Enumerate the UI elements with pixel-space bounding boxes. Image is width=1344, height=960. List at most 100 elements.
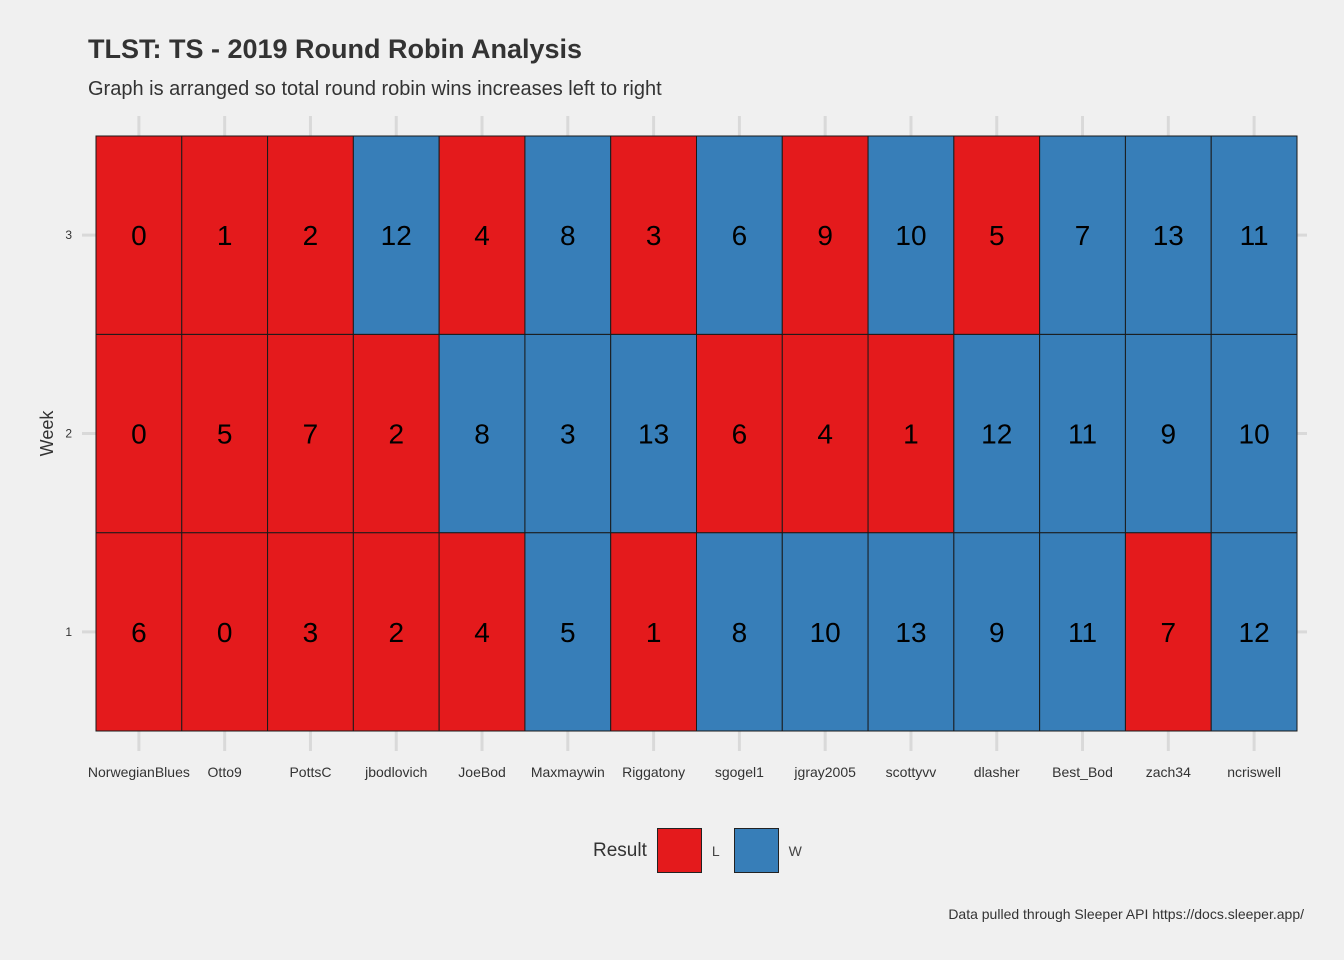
tile-value-label: 0 (131, 220, 147, 251)
tile-value-label: 12 (1239, 617, 1270, 648)
chart-caption: Data pulled through Sleeper API https://… (948, 906, 1304, 922)
heatmap-tile (95, 333, 183, 534)
tile-value-label: 10 (1239, 419, 1270, 450)
heatmap-tile (95, 135, 183, 335)
tile-value-label: 3 (303, 617, 319, 648)
x-tick-label: PottsC (289, 764, 331, 780)
tile-value-label: 9 (817, 220, 833, 251)
legend-label-loss: L (711, 842, 720, 859)
heatmap-tile (781, 333, 869, 534)
tile-value-label: 8 (560, 220, 576, 251)
tile-value-label: 4 (474, 220, 490, 251)
x-tick-label: sgogel1 (715, 764, 764, 780)
tile-value-label: 7 (303, 419, 319, 450)
tile-value-label: 6 (732, 419, 748, 450)
heatmap-tile (181, 333, 269, 534)
heatmap-tile (352, 333, 440, 534)
chart-title: TLST: TS - 2019 Round Robin Analysis (88, 34, 583, 64)
legend-title: Result (593, 839, 647, 861)
tile-value-label: 5 (217, 419, 233, 450)
tile-value-label: 1 (903, 419, 919, 450)
tile-value-label: 1 (646, 617, 662, 648)
tile-value-label: 4 (474, 617, 490, 648)
x-tick-label: Maxmaywin (531, 764, 605, 780)
heatmap-tile (1039, 532, 1126, 732)
heatmap-tile (781, 135, 869, 335)
heatmap-tile (610, 532, 698, 732)
heatmap-tile (267, 135, 354, 335)
heatmap-tile (696, 135, 783, 335)
x-tick-label: dlasher (974, 764, 1020, 780)
heatmap-tile (1210, 333, 1298, 534)
tile-value-label: 2 (388, 617, 404, 648)
legend-swatch-loss (656, 828, 702, 873)
heatmap-tile (867, 532, 955, 732)
x-tick-label: NorwegianBlues (88, 764, 190, 780)
heatmap-tile (867, 333, 955, 534)
heatmap-tile (524, 135, 612, 335)
y-tick-label: 1 (65, 625, 72, 639)
tile-value-label: 7 (1075, 220, 1091, 251)
heatmap-tile (867, 135, 955, 335)
x-tick-label: Best_Bod (1052, 764, 1113, 780)
legend-item-win: W (733, 828, 802, 873)
heatmap-tile (953, 532, 1041, 732)
heatmap-tile (610, 135, 698, 335)
tile-value-label: 8 (732, 617, 748, 648)
x-tick-label: JoeBod (458, 764, 505, 780)
heatmap-tile (1210, 135, 1298, 335)
tile-value-label: 11 (1068, 419, 1097, 450)
x-tick-label: Otto9 (208, 764, 242, 780)
tile-value-label: 13 (638, 419, 669, 450)
tile-value-label: 11 (1240, 220, 1269, 251)
tile-value-label: 5 (989, 220, 1005, 251)
heatmap-tile (267, 532, 354, 732)
heatmap-tile (181, 532, 269, 732)
tile-value-label: 10 (895, 220, 926, 251)
tile-value-label: 5 (560, 617, 576, 648)
tile-value-label: 3 (646, 220, 662, 251)
tile-value-label: 9 (1161, 419, 1177, 450)
y-axis-title: Week (37, 410, 57, 457)
y-tick-label: 3 (65, 228, 72, 242)
heatmap-tile (524, 333, 612, 534)
tile-value-label: 11 (1068, 617, 1097, 648)
tile-value-label: 2 (303, 220, 319, 251)
heatmap-tile (352, 532, 440, 732)
legend-swatch-win (733, 828, 779, 873)
legend-item-loss: L (656, 828, 720, 873)
tile-value-label: 12 (981, 419, 1012, 450)
heatmap-tile (352, 135, 440, 335)
x-tick-label: jgray2005 (793, 764, 856, 780)
heatmap-tile (1039, 135, 1126, 335)
tile-value-label: 1 (217, 220, 233, 251)
x-tick-label: zach34 (1146, 764, 1191, 780)
legend: Result L W (593, 828, 816, 873)
x-tick-label: jbodlovich (364, 764, 427, 780)
tile-value-label: 13 (1153, 220, 1184, 251)
tile-value-label: 6 (732, 220, 748, 251)
tile-value-label: 0 (131, 419, 147, 450)
tile-value-label: 12 (381, 220, 412, 251)
heatmap-tile (696, 333, 783, 534)
heatmap-tile (1124, 532, 1212, 732)
x-tick-label: Riggatony (622, 764, 685, 780)
x-tick-label: scottyvv (886, 764, 937, 780)
tile-value-label: 4 (817, 419, 833, 450)
tile-value-label: 10 (810, 617, 841, 648)
tile-value-label: 8 (474, 419, 490, 450)
tile-value-label: 0 (217, 617, 233, 648)
tile-value-label: 3 (560, 419, 576, 450)
legend-label-win: W (788, 842, 802, 859)
heatmap-tile (438, 135, 526, 335)
chart-subtitle: Graph is arranged so total round robin w… (88, 78, 662, 100)
x-tick-label: ncriswell (1227, 764, 1281, 780)
tile-value-label: 7 (1161, 617, 1177, 648)
tile-value-label: 6 (131, 617, 147, 648)
heatmap-tile (95, 532, 183, 732)
tile-value-label: 9 (989, 617, 1005, 648)
heatmap-tile (181, 135, 269, 335)
heatmap-tile (696, 532, 783, 732)
heatmap-tile (1210, 532, 1298, 732)
